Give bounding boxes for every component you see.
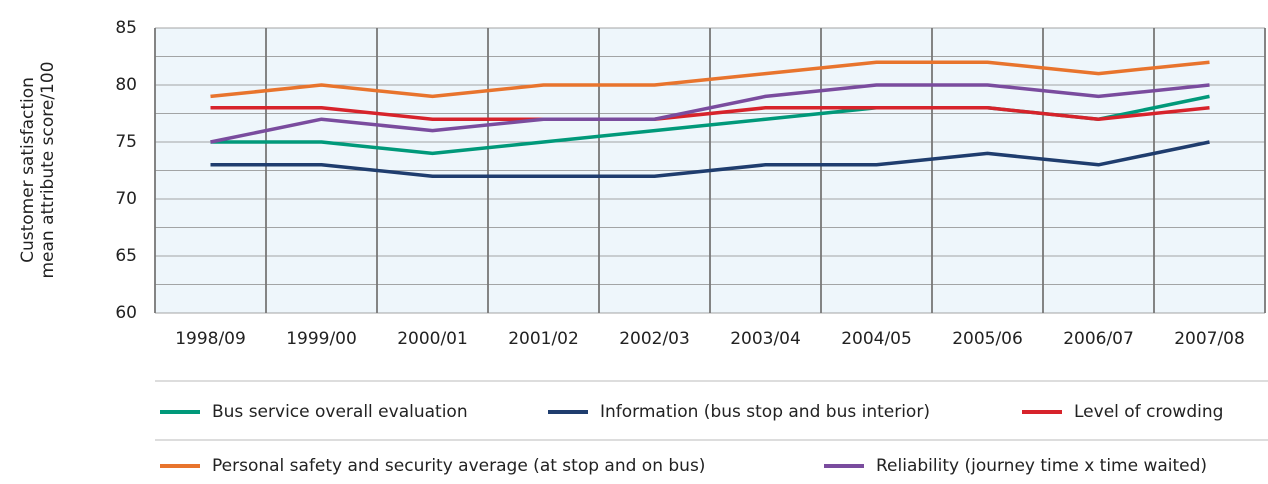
y-tick-label: 70 [115,189,137,209]
x-tick-label: 2000/01 [397,329,468,349]
series-line [210,106,1210,121]
series-line [210,60,1210,99]
legend-label: Information (bus stop and bus interior) [600,402,930,422]
x-tick-label: 1998/09 [175,329,246,349]
legend-label: Bus service overall evaluation [212,402,468,422]
x-tick-label: 2001/02 [508,329,579,349]
x-tick-label: 1999/00 [286,329,357,349]
x-tick-label: 2003/04 [730,329,801,349]
legend-label: Level of crowding [1074,402,1223,422]
x-tick-label: 2004/05 [841,329,912,349]
y-tick-label: 80 [115,75,137,95]
y-axis-label: mean attribute score/100 [38,61,58,278]
y-tick-label: 65 [115,246,137,266]
x-tick-label: 2005/06 [952,329,1023,349]
y-tick-label: 75 [115,132,137,152]
x-tick-label: 2006/07 [1063,329,1134,349]
series-line [210,140,1210,178]
x-tick-label: 2007/08 [1174,329,1245,349]
legend-label: Personal safety and security average (at… [212,456,705,476]
legend-label: Reliability (journey time x time waited) [876,456,1207,476]
x-tick-label: 2002/03 [619,329,690,349]
y-tick-label: 85 [115,18,137,38]
series-line [210,83,1210,144]
y-tick-label: 60 [115,303,137,323]
y-axis-label: Customer satisfaction [18,77,38,263]
